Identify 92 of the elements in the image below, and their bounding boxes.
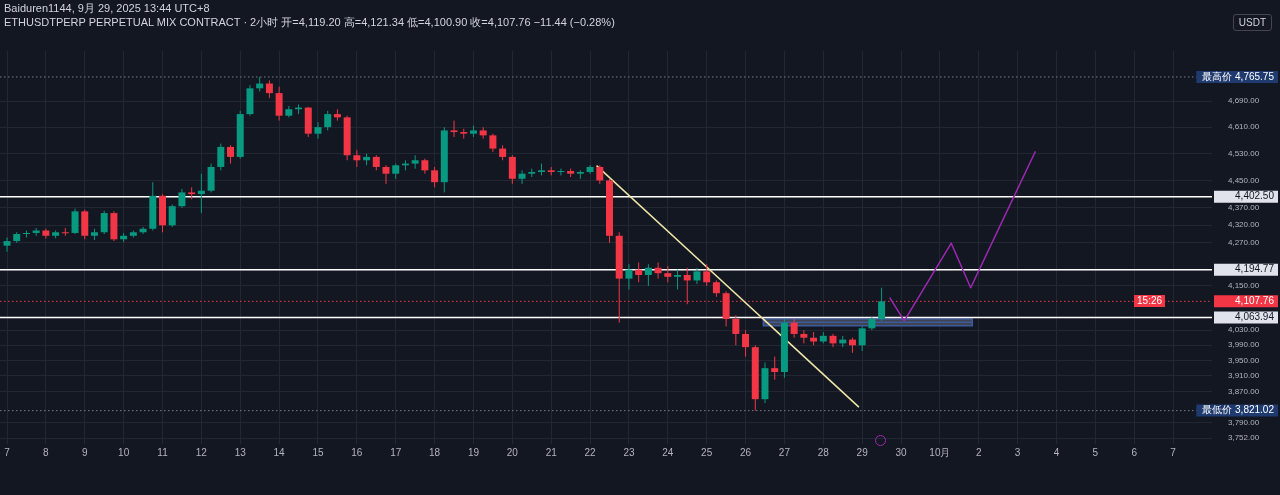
candlestick xyxy=(275,86,283,122)
x-tick-label: 30 xyxy=(895,446,908,458)
candlestick xyxy=(858,325,866,352)
candlestick xyxy=(324,110,332,131)
x-tick-label: 17 xyxy=(390,446,402,458)
x-tick-label: 22 xyxy=(584,446,597,458)
x-tick-label: 26 xyxy=(739,446,752,458)
x-tick-label: 20 xyxy=(506,446,519,458)
y-tick-label: 3,950.00 xyxy=(1228,355,1260,365)
y-tick-label: 4,610.00 xyxy=(1228,122,1260,132)
candlestick xyxy=(635,261,643,283)
candlestick xyxy=(3,237,11,253)
x-tick-label: 10 xyxy=(118,446,130,458)
x-tick-label: 11 xyxy=(157,446,169,458)
annotation: 15:26 xyxy=(1134,295,1166,308)
candlestick xyxy=(674,269,682,291)
x-tick-label: 14 xyxy=(273,446,286,458)
x-tick-label: 10月 xyxy=(929,446,951,458)
chart-title: ETHUSDTPERP PERPETUAL MIX CONTRACT · 2小时 开=4,119.20 高=4,121.34 低=4,100.90 收=4,107.76 −11.44 (−0.28%) xyxy=(4,15,615,30)
candlestick xyxy=(227,144,235,165)
candlestick xyxy=(829,333,837,348)
x-tick-label: 7 xyxy=(1170,446,1177,458)
candlestick xyxy=(732,314,740,346)
y-tick-label: 4,030.00 xyxy=(1228,325,1260,335)
candlestick xyxy=(654,261,662,280)
y-tick-label: 4,150.00 xyxy=(1228,281,1260,291)
y-tick-label: 3,870.00 xyxy=(1228,386,1260,396)
x-tick-label: 5 xyxy=(1092,446,1099,458)
x-tick-label: 13 xyxy=(234,446,247,458)
candlestick xyxy=(489,133,497,153)
y-tick-label: 4,320.00 xyxy=(1228,220,1260,230)
y-tick-label: 3,910.00 xyxy=(1228,371,1260,381)
candlestick xyxy=(557,168,565,176)
x-tick-label: 28 xyxy=(817,446,830,458)
candlestick xyxy=(178,188,186,209)
candlestick xyxy=(207,163,215,193)
y-tick-label: 3,990.00 xyxy=(1228,340,1260,350)
x-tick-label: 6 xyxy=(1131,446,1138,458)
candlestick xyxy=(100,210,108,235)
x-tick-label: 7 xyxy=(4,446,11,458)
x-tick-label: 3 xyxy=(1014,446,1021,458)
candlestick xyxy=(217,143,225,171)
candlestick xyxy=(42,228,50,240)
candlestick xyxy=(431,166,439,188)
x-tick-label: 24 xyxy=(662,446,674,458)
x-tick-label: 15 xyxy=(312,446,324,458)
y-tick-label: 4,690.00 xyxy=(1228,96,1260,106)
x-tick-label: 23 xyxy=(623,446,635,458)
candlestick xyxy=(644,263,652,287)
y-tick-label: 3,752.00 xyxy=(1228,433,1260,443)
text: USDT xyxy=(1232,14,1272,31)
candlestick xyxy=(790,318,798,339)
candlestick xyxy=(518,169,526,185)
x-tick-label: 29 xyxy=(856,446,869,458)
ref-line-label: 最高价 4,765.75 xyxy=(1202,70,1275,82)
x-tick-label: 21 xyxy=(545,446,558,458)
x-tick-label: 25 xyxy=(701,446,713,458)
y-tick-label: 4,270.00 xyxy=(1228,238,1260,248)
y-tick-label: 3,790.00 xyxy=(1228,418,1260,428)
ref-line-label: 4,402.50 xyxy=(1235,190,1275,202)
x-tick-label: 4 xyxy=(1053,446,1060,458)
x-tick-label: 2 xyxy=(976,446,982,458)
candlestick xyxy=(596,164,604,185)
candlestick xyxy=(508,154,516,185)
candlestick xyxy=(771,356,779,381)
candlestick xyxy=(382,164,390,185)
candlestick xyxy=(450,120,458,138)
candlestick xyxy=(586,164,594,175)
ref-line-label: 4,194.77 xyxy=(1235,263,1275,275)
candlestick xyxy=(168,203,176,228)
candlestick xyxy=(71,208,79,235)
x-tick-label: 16 xyxy=(351,446,363,458)
candlestick xyxy=(625,263,633,291)
ref-line-label: 最低价 3,821.02 xyxy=(1202,404,1275,416)
candlestick xyxy=(314,121,322,140)
y-tick-label: 4,450.00 xyxy=(1228,175,1260,185)
y-tick-label: 4,370.00 xyxy=(1228,203,1260,213)
x-tick-label: 18 xyxy=(429,446,441,458)
x-tick-label: 19 xyxy=(467,446,480,458)
x-tick-label: 9 xyxy=(81,446,88,458)
candlestick xyxy=(703,263,711,287)
x-tick-label: 8 xyxy=(43,446,50,458)
y-tick-label: 4,530.00 xyxy=(1228,148,1260,158)
candlestick xyxy=(878,287,886,322)
ref-line-label: 4,107.76 xyxy=(1235,295,1275,307)
chart-subtitle: Baiduren1144, 9月 29, 2025 13:44 UTC+8 xyxy=(4,1,210,16)
candlestick xyxy=(800,329,808,344)
ref-line-label: 4,063.94 xyxy=(1235,311,1275,323)
candlestick xyxy=(353,149,361,168)
x-tick-label: 27 xyxy=(778,446,791,458)
candlestick xyxy=(742,329,750,358)
x-tick-label: 12 xyxy=(195,446,208,458)
